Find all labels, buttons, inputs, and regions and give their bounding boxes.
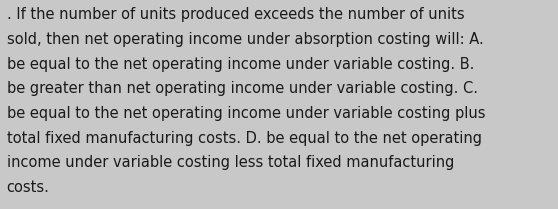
Text: costs.: costs. bbox=[7, 180, 50, 195]
Text: income under variable costing less total fixed manufacturing: income under variable costing less total… bbox=[7, 155, 454, 170]
Text: sold, then net operating income under absorption costing will: A.: sold, then net operating income under ab… bbox=[7, 32, 483, 47]
Text: be equal to the net operating income under variable costing plus: be equal to the net operating income und… bbox=[7, 106, 485, 121]
Text: . If the number of units produced exceeds the number of units: . If the number of units produced exceed… bbox=[7, 7, 464, 22]
Text: be greater than net operating income under variable costing. C.: be greater than net operating income und… bbox=[7, 81, 478, 96]
Text: total fixed manufacturing costs. D. be equal to the net operating: total fixed manufacturing costs. D. be e… bbox=[7, 131, 482, 146]
Text: be equal to the net operating income under variable costing. B.: be equal to the net operating income und… bbox=[7, 57, 474, 72]
